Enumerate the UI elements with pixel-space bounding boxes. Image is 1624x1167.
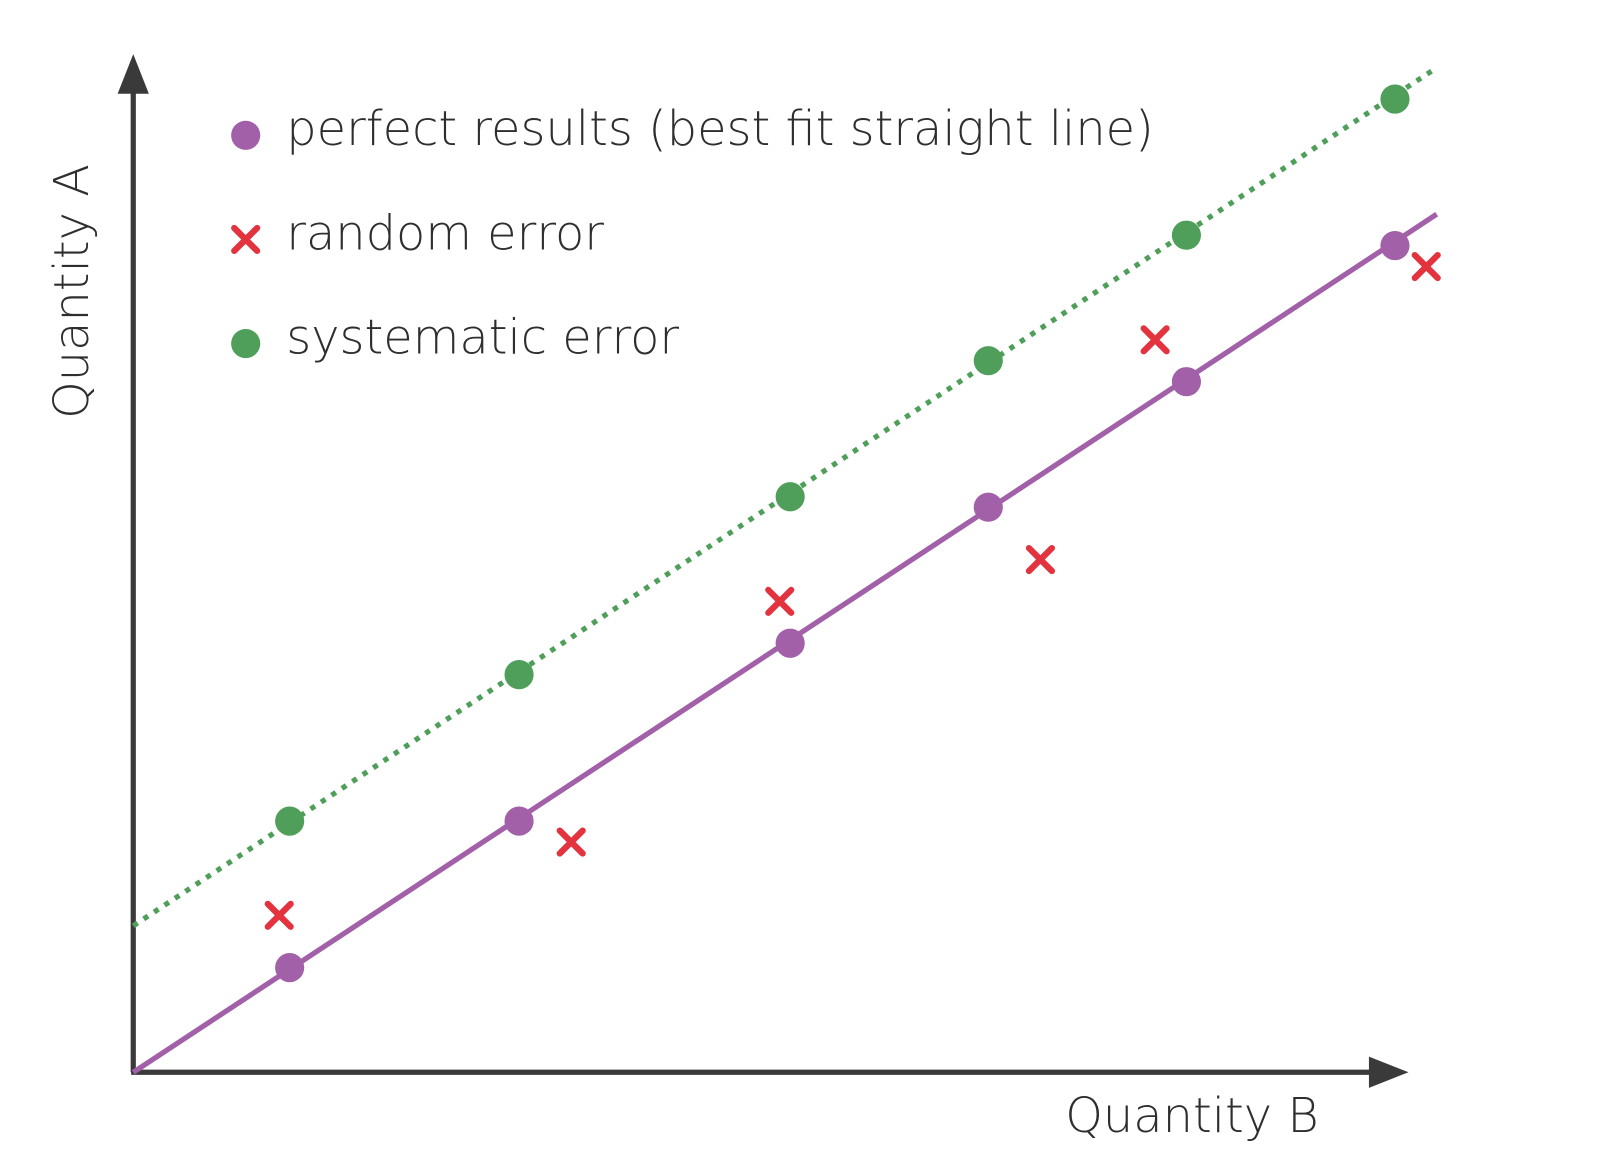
cross-point [1411, 251, 1441, 282]
legend-marker [231, 328, 261, 359]
legend-marker [231, 120, 261, 150]
point [1380, 84, 1410, 114]
point [973, 346, 1003, 376]
point [775, 482, 805, 512]
y-axis-arrow [117, 54, 149, 94]
point [973, 492, 1003, 522]
cross-point [556, 827, 586, 857]
cross-point [1025, 544, 1056, 575]
point [504, 806, 534, 836]
cross-point [1140, 325, 1170, 355]
point [1171, 220, 1201, 250]
point [775, 628, 805, 658]
legend-label: random error [286, 206, 604, 261]
point [1171, 367, 1201, 397]
point [275, 953, 305, 983]
point [504, 660, 534, 690]
legend-marker [231, 224, 261, 255]
legend-label: systematic error [286, 310, 679, 365]
axes [117, 54, 1409, 1088]
point [275, 806, 305, 836]
cross-point [765, 586, 795, 616]
point [1380, 231, 1410, 261]
legend-label: perfect results (best fit straight line) [286, 102, 1154, 157]
y-axis-label: Quantity A [45, 164, 100, 419]
cross-point [264, 900, 294, 930]
fit-line [131, 65, 1439, 928]
x-axis-arrow [1368, 1056, 1409, 1088]
x-axis-label: Quantity B [1065, 1089, 1318, 1144]
